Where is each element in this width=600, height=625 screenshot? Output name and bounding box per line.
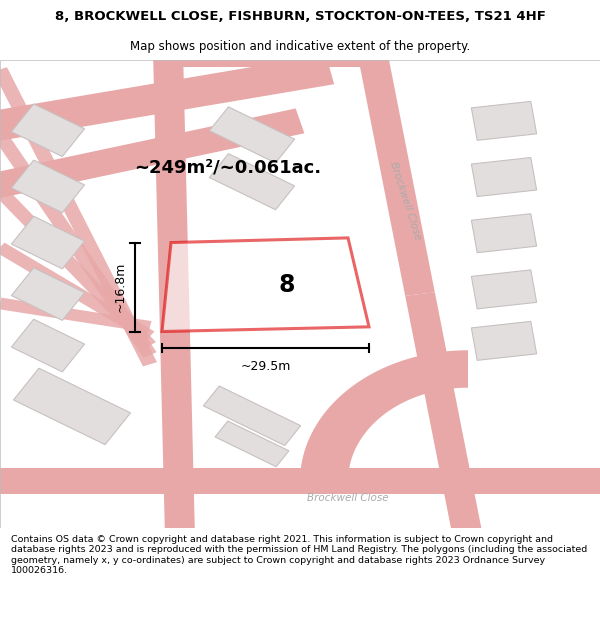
Polygon shape [215,421,289,467]
Text: Brockwell Close: Brockwell Close [307,492,389,502]
Polygon shape [153,51,195,538]
Polygon shape [472,214,536,253]
Polygon shape [0,132,157,358]
Polygon shape [0,68,157,366]
Polygon shape [203,386,301,446]
Polygon shape [0,188,156,349]
Polygon shape [357,49,435,296]
Polygon shape [405,292,483,539]
Polygon shape [0,298,151,332]
Text: ~16.8m: ~16.8m [113,262,127,312]
Text: Contains OS data © Crown copyright and database right 2021. This information is : Contains OS data © Crown copyright and d… [11,535,587,575]
Polygon shape [11,319,85,372]
Polygon shape [13,368,131,444]
Polygon shape [472,270,536,309]
Polygon shape [0,242,155,341]
Polygon shape [0,108,304,204]
Polygon shape [11,104,85,156]
Polygon shape [472,101,536,141]
Polygon shape [0,54,334,145]
Polygon shape [209,154,295,210]
Polygon shape [209,107,295,163]
Polygon shape [162,238,369,331]
Polygon shape [180,34,372,67]
Text: Map shows position and indicative extent of the property.: Map shows position and indicative extent… [130,40,470,53]
Text: ~29.5m: ~29.5m [241,360,290,373]
Text: 8, BROCKWELL CLOSE, FISHBURN, STOCKTON-ON-TEES, TS21 4HF: 8, BROCKWELL CLOSE, FISHBURN, STOCKTON-O… [55,10,545,23]
Polygon shape [11,160,85,212]
Text: ~249m²/~0.061ac.: ~249m²/~0.061ac. [134,159,322,177]
Polygon shape [11,216,85,269]
Polygon shape [472,158,536,196]
Polygon shape [11,268,85,321]
Polygon shape [300,350,468,481]
Polygon shape [0,469,600,494]
Text: 8: 8 [278,272,295,297]
Polygon shape [472,321,536,361]
Text: Brockwell Close: Brockwell Close [388,160,422,241]
